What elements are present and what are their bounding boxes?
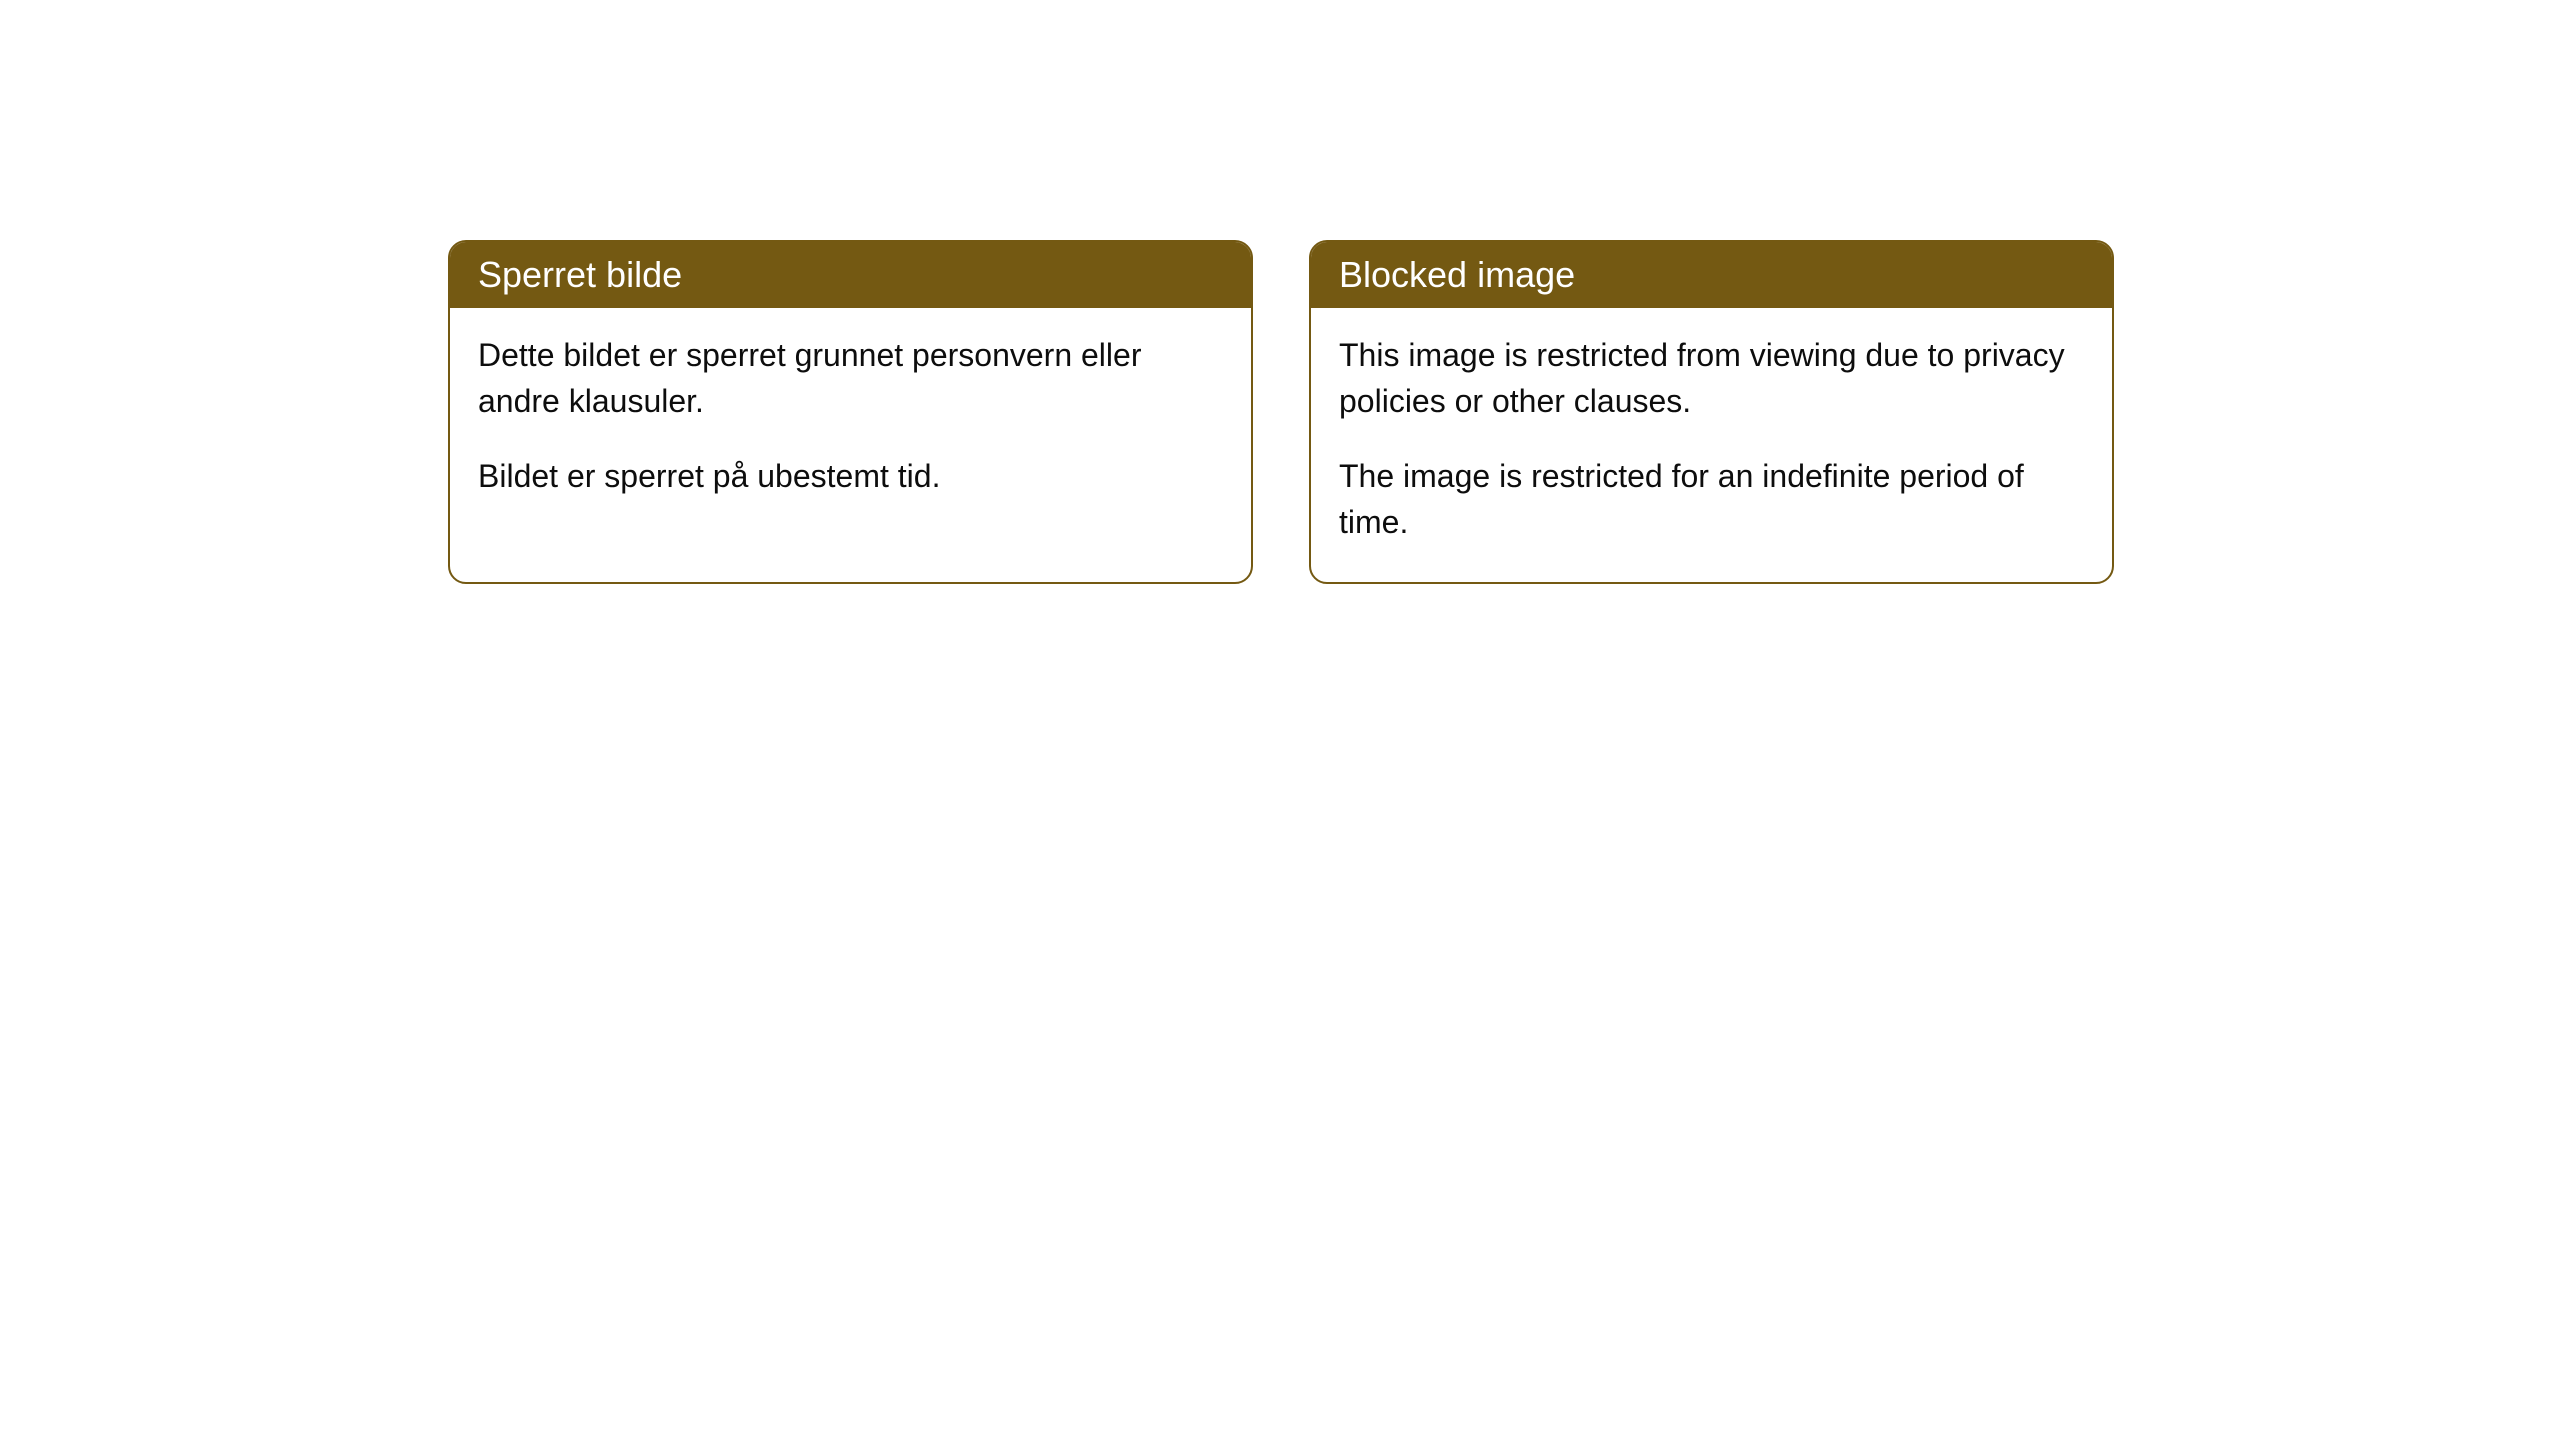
notice-cards-container: Sperret bilde Dette bildet er sperret gr… [448, 240, 2114, 584]
card-body: Dette bildet er sperret grunnet personve… [450, 308, 1251, 535]
card-paragraph: This image is restricted from viewing du… [1339, 332, 2084, 425]
card-paragraph: Dette bildet er sperret grunnet personve… [478, 332, 1223, 425]
card-body: This image is restricted from viewing du… [1311, 308, 2112, 582]
card-paragraph: Bildet er sperret på ubestemt tid. [478, 453, 1223, 499]
notice-card-english: Blocked image This image is restricted f… [1309, 240, 2114, 584]
card-header: Blocked image [1311, 242, 2112, 308]
card-title: Blocked image [1339, 254, 1575, 295]
notice-card-norwegian: Sperret bilde Dette bildet er sperret gr… [448, 240, 1253, 584]
card-title: Sperret bilde [478, 254, 682, 295]
card-paragraph: The image is restricted for an indefinit… [1339, 453, 2084, 546]
card-header: Sperret bilde [450, 242, 1251, 308]
